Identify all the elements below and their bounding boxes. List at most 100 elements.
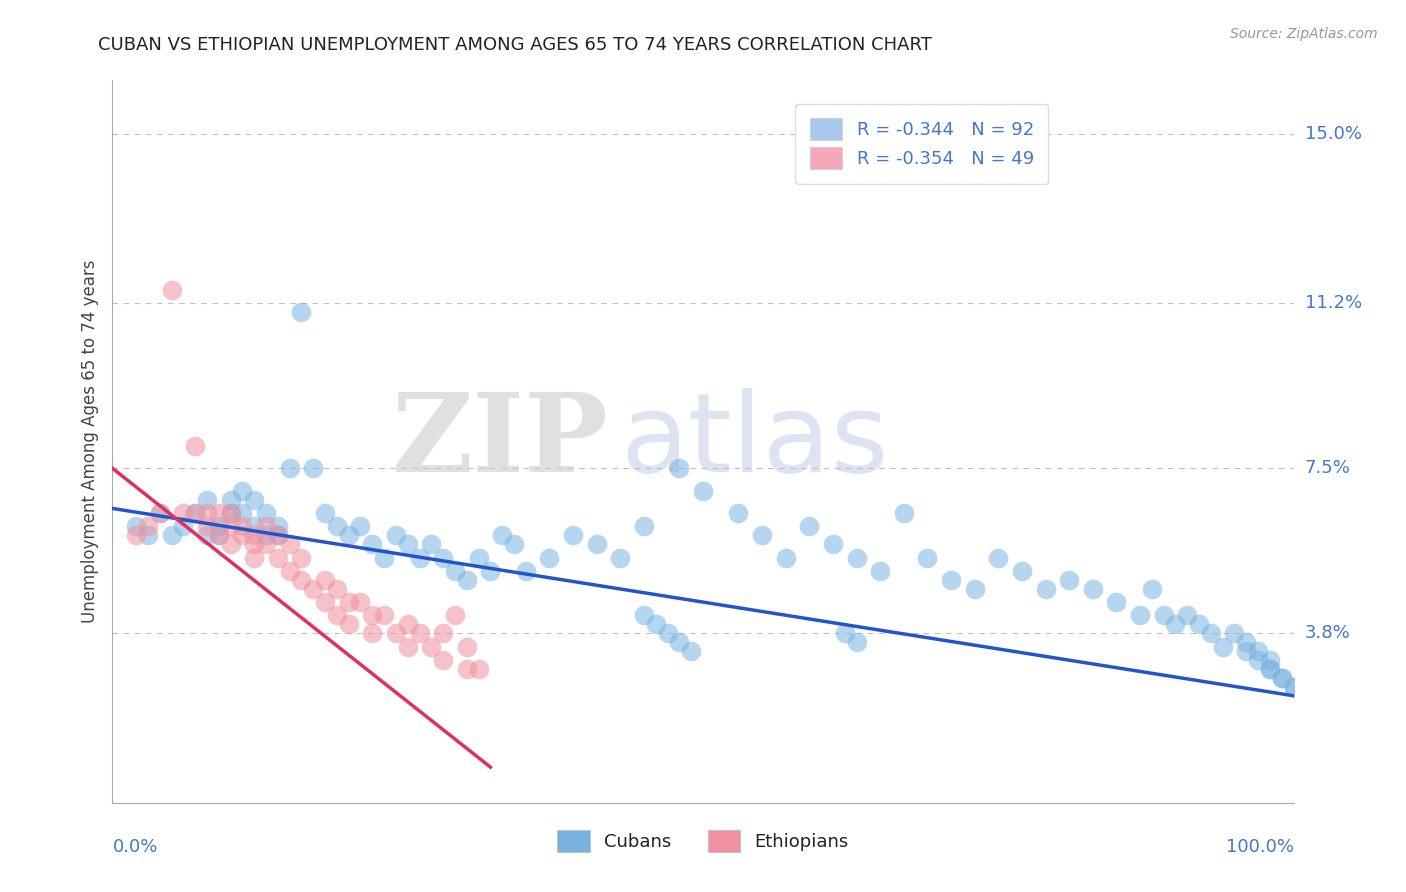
Point (243, 519, 266, 533)
Point (515, 564, 537, 578)
Point (136, 519, 159, 533)
Point (149, 506, 172, 520)
Point (278, 537, 301, 551)
Legend: Cubans, Ethiopians: Cubans, Ethiopians (550, 822, 856, 859)
Point (444, 608, 467, 623)
Point (444, 564, 467, 578)
Point (467, 662, 489, 676)
Point (668, 635, 690, 649)
Point (456, 573, 478, 587)
Point (420, 537, 443, 551)
Point (1271, 671, 1294, 685)
Point (302, 461, 325, 475)
Point (172, 506, 194, 520)
Point (845, 635, 868, 649)
Point (326, 519, 349, 533)
Point (657, 626, 679, 640)
Point (208, 528, 231, 542)
Point (254, 528, 277, 542)
Point (408, 550, 430, 565)
Point (467, 550, 489, 565)
Point (219, 506, 242, 520)
Point (396, 537, 419, 551)
Point (987, 550, 1010, 565)
Point (243, 550, 266, 565)
Point (1271, 671, 1294, 685)
Text: 7.5%: 7.5% (1305, 459, 1351, 477)
Point (314, 506, 336, 520)
Point (254, 506, 277, 520)
Point (1258, 662, 1281, 676)
Point (243, 492, 266, 507)
Point (243, 528, 266, 542)
Point (326, 608, 349, 623)
Point (692, 483, 714, 498)
Point (503, 537, 526, 551)
Point (254, 537, 277, 551)
Point (869, 564, 891, 578)
Point (195, 528, 218, 542)
Point (208, 528, 231, 542)
Point (1153, 608, 1175, 623)
Point (208, 506, 231, 520)
Point (349, 519, 371, 533)
Point (219, 537, 242, 551)
Point (361, 608, 384, 623)
Point (834, 626, 856, 640)
Point (893, 506, 915, 520)
Point (267, 550, 290, 565)
Point (681, 644, 703, 658)
Text: 11.2%: 11.2% (1305, 294, 1362, 312)
Point (125, 528, 148, 542)
Point (326, 582, 349, 596)
Point (314, 595, 336, 609)
Point (432, 626, 454, 640)
Point (1105, 595, 1128, 609)
Point (396, 617, 419, 632)
Point (644, 617, 666, 632)
Point (408, 626, 430, 640)
Point (1247, 653, 1270, 667)
Point (385, 528, 408, 542)
Point (1234, 635, 1257, 649)
Point (160, 283, 183, 297)
Point (799, 519, 821, 533)
Point (1011, 564, 1033, 578)
Point (917, 550, 939, 565)
Point (195, 519, 218, 533)
Point (302, 582, 325, 596)
Point (1199, 626, 1222, 640)
Text: 0.0%: 0.0% (112, 838, 157, 855)
Text: 100.0%: 100.0% (1226, 838, 1294, 855)
Point (184, 506, 207, 520)
Point (396, 640, 419, 654)
Point (361, 537, 384, 551)
Point (1057, 573, 1080, 587)
Point (184, 506, 207, 520)
Point (195, 492, 218, 507)
Point (491, 528, 513, 542)
Point (254, 519, 277, 533)
Point (337, 528, 360, 542)
Point (562, 528, 585, 542)
Point (1234, 644, 1257, 658)
Point (939, 573, 962, 587)
Text: CUBAN VS ETHIOPIAN UNEMPLOYMENT AMONG AGES 65 TO 74 YEARS CORRELATION CHART: CUBAN VS ETHIOPIAN UNEMPLOYMENT AMONG AG… (98, 36, 932, 54)
Point (373, 550, 395, 565)
Point (231, 519, 253, 533)
Point (479, 564, 502, 578)
Point (1081, 582, 1104, 596)
Point (1164, 617, 1187, 632)
Point (231, 506, 253, 520)
Point (290, 305, 312, 319)
Point (231, 528, 253, 542)
Point (278, 564, 301, 578)
Point (267, 528, 290, 542)
Point (195, 506, 218, 520)
Point (633, 608, 655, 623)
Point (456, 662, 478, 676)
Point (1223, 626, 1246, 640)
Point (845, 550, 868, 565)
Point (1247, 644, 1270, 658)
Point (727, 506, 749, 520)
